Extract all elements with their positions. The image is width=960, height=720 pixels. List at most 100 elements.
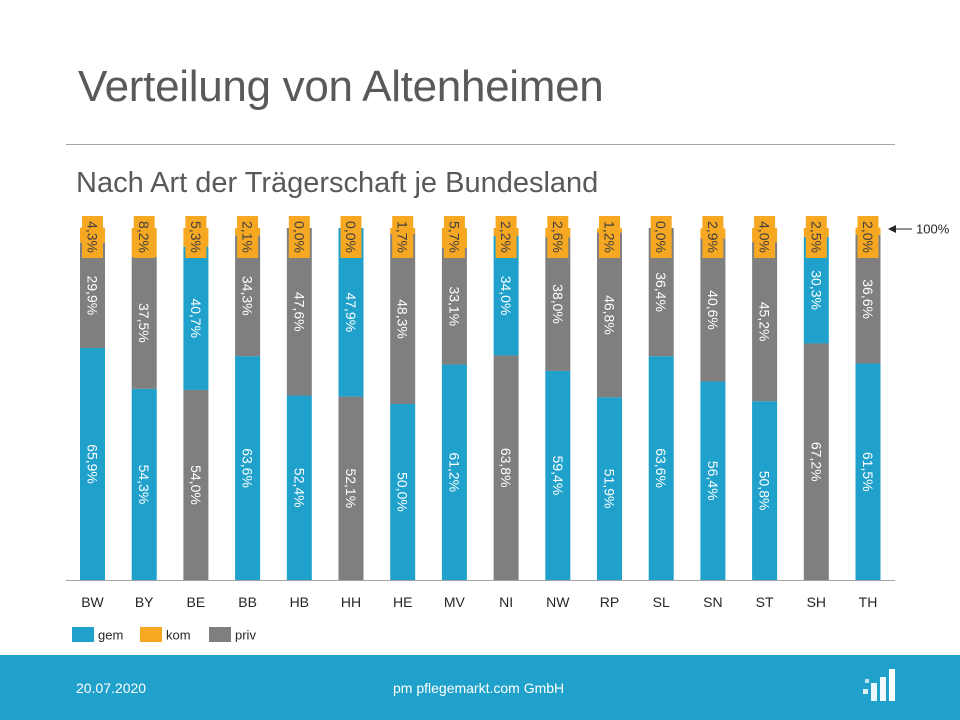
bar-group-ni: 63,8% 34,0% 2,2% [493, 216, 519, 580]
bar-group-mv: 61,2% 33,1% 5,7% [441, 216, 467, 580]
legend-swatch-kom [140, 627, 162, 642]
x-tick-label-hh: HH [341, 594, 361, 610]
legend-label-kom: kom [166, 628, 191, 643]
data-label-gem-sn: 56,4% [705, 461, 721, 501]
bar-group-sh: 67,2% 30,3% 2,5% [803, 216, 829, 580]
bar-priv-by [131, 256, 157, 389]
legend-swatch-priv [209, 627, 231, 642]
bar-group-hb: 52,4% 47,6% 0,0% [286, 216, 312, 580]
data-label-kom-hh: 0,0% [343, 221, 359, 253]
legend-swatch-gem [72, 627, 94, 642]
data-label-priv-ni: 63,8% [498, 448, 514, 488]
footer-date: 20.07.2020 [76, 680, 147, 696]
x-tick-label-th: TH [859, 594, 878, 610]
data-label-gem-nw: 59,4% [550, 456, 566, 496]
bar-group-th: 61,5% 36,6% 2,0% [855, 216, 881, 580]
legend-label-gem: gem [98, 628, 123, 643]
x-tick-label-mv: MV [444, 594, 466, 610]
data-label-gem-bw: 65,9% [85, 444, 101, 484]
data-label-gem-hh: 47,9% [343, 292, 359, 332]
kom-label-box-sn [702, 216, 724, 258]
bar-gem-mv [441, 364, 467, 580]
data-label-priv-by: 37,5% [136, 303, 152, 343]
x-tick-label-he: HE [393, 594, 412, 610]
footer-bar: 20.07.2020 pm pflegemarkt.com GmbH [0, 655, 960, 720]
bar-group-be: 54,0% 40,7% 5,3% [183, 216, 209, 580]
data-label-gem-sh: 30,3% [808, 270, 824, 310]
bar-gem-by [131, 388, 157, 580]
bar-gem-nw [545, 370, 571, 580]
data-label-kom-sl: 0,0% [653, 221, 669, 253]
data-label-kom-st: 4,0% [757, 221, 773, 253]
pflegemarkt-logo-icon [863, 669, 895, 701]
bar-priv-mv [441, 248, 467, 365]
bar-group-nw: 59,4% 38,0% 2,6% [545, 216, 571, 580]
x-tick-label-sh: SH [807, 594, 826, 610]
x-tick-label-be: BE [187, 594, 206, 610]
bar-group-he: 50,0% 48,3% 1,7% [390, 216, 416, 580]
data-label-priv-hb: 47,6% [291, 292, 307, 332]
data-label-kom-rp: 1,2% [602, 221, 618, 253]
kom-label-box-he [392, 216, 414, 258]
data-label-kom-by: 8,2% [136, 221, 152, 253]
data-label-priv-sl: 36,4% [653, 272, 669, 312]
data-label-gem-by: 54,3% [136, 465, 152, 505]
x-tick-label-sl: SL [653, 594, 670, 610]
bar-group-st: 50,8% 45,2% 4,0% [752, 216, 778, 580]
data-label-gem-th: 61,5% [860, 452, 876, 492]
bar-group-by: 54,3% 37,5% 8,2% [131, 216, 157, 580]
kom-label-box-nw [547, 216, 569, 258]
bar-priv-st [752, 242, 778, 402]
x-tick-label-rp: RP [600, 594, 619, 610]
kom-label-box-sl [650, 216, 672, 258]
kom-label-box-be [185, 216, 207, 258]
bar-gem-he [390, 404, 416, 580]
slide-title: Verteilung von Altenheimen [78, 62, 604, 111]
bar-gem-rp [597, 397, 622, 580]
annotation-arrow-head [888, 225, 896, 233]
data-label-gem-he: 50,0% [395, 472, 411, 512]
data-label-priv-nw: 38,0% [550, 284, 566, 324]
kom-label-box-th [857, 216, 879, 258]
bar-group-sn: 56,4% 40,6% 2,9% [700, 216, 726, 580]
kom-label-box-sh [805, 216, 827, 258]
data-label-priv-mv: 33,1% [446, 286, 462, 326]
bar-gem-th [855, 363, 881, 580]
data-label-priv-rp: 46,8% [602, 295, 618, 335]
data-label-gem-rp: 51,9% [602, 469, 618, 509]
bar-gem-bw [80, 348, 105, 580]
data-label-kom-hb: 0,0% [291, 221, 307, 253]
data-label-kom-nw: 2,6% [550, 221, 566, 253]
data-label-gem-be: 40,7% [188, 298, 204, 338]
x-tick-label-by: BY [135, 594, 154, 610]
bar-priv-he [390, 233, 416, 404]
data-label-kom-bb: 2,1% [240, 221, 256, 253]
data-label-kom-ni: 2,2% [498, 221, 514, 253]
kom-label-box-bw [82, 216, 103, 258]
data-label-priv-st: 45,2% [757, 302, 773, 342]
x-tick-label-bw: BW [81, 594, 104, 610]
bar-group-bw: 65,9% 29,9% 4,3% [80, 216, 105, 580]
bar-gem-bb [235, 356, 261, 580]
data-label-kom-he: 1,7% [395, 221, 411, 253]
data-label-priv-sn: 40,6% [705, 290, 721, 330]
data-label-priv-sh: 67,2% [808, 442, 824, 482]
data-label-gem-mv: 61,2% [446, 452, 462, 492]
bar-group-hh: 52,1% 47,9% 0,0% [338, 216, 364, 580]
data-label-gem-ni: 34,0% [498, 276, 514, 316]
x-tick-label-sn: SN [703, 594, 722, 610]
data-label-priv-hh: 52,1% [343, 468, 359, 508]
bar-priv-nw [545, 237, 571, 371]
data-label-kom-mv: 5,7% [446, 221, 462, 253]
x-tick-label-bb: BB [238, 594, 257, 610]
bar-group-rp: 51,9% 46,8% 1,2% [597, 216, 622, 580]
data-label-kom-be: 5,3% [188, 221, 204, 253]
bar-priv-rp [597, 232, 622, 398]
bar-priv-sh [803, 343, 829, 580]
title-divider [66, 144, 895, 145]
footer-company: pm pflegemarkt.com GmbH [393, 680, 565, 696]
data-label-kom-sh: 2,5% [808, 221, 824, 253]
stacked-bar-chart: 65,9% 29,9% 4,3% BW 54,3% 37,5% 8,2% BY 54,0% 40,… [66, 216, 950, 643]
bar-gem-sn [700, 381, 726, 580]
kom-label-box-hb [288, 216, 310, 258]
